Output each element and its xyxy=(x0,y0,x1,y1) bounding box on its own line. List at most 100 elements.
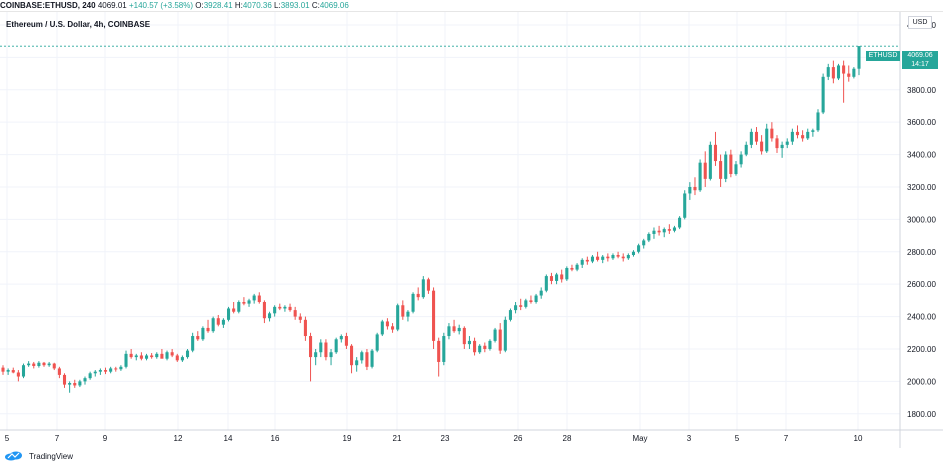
x-tick-label: 9 xyxy=(103,434,108,443)
candle-body xyxy=(78,381,82,386)
candle-body xyxy=(724,154,728,179)
candle-body xyxy=(467,340,471,345)
candle-body xyxy=(385,321,389,327)
candle-body xyxy=(401,305,405,317)
candle-body xyxy=(396,305,400,330)
candle-body xyxy=(652,230,656,234)
candle-body xyxy=(473,340,477,353)
y-tick-label: 3000.00 xyxy=(907,215,936,224)
candle-body xyxy=(462,327,466,345)
candle-body xyxy=(478,345,482,353)
price-tag-countdown: 14:17 xyxy=(902,60,938,69)
candle-body xyxy=(452,326,456,332)
candle-body xyxy=(360,352,364,361)
open-label: O: xyxy=(195,1,204,10)
candle-body xyxy=(175,355,179,361)
candle-body xyxy=(237,302,241,312)
candle-body xyxy=(493,329,497,341)
candle-body xyxy=(32,363,36,367)
candle-body xyxy=(329,352,333,358)
candle-body xyxy=(662,229,666,233)
candle-body xyxy=(298,316,302,320)
candle-body xyxy=(760,141,764,152)
candle-body xyxy=(339,336,343,340)
close-value: 4069.06 xyxy=(319,1,349,10)
candle-body xyxy=(836,65,841,79)
ohlc-header: COINBASE:ETHUSD, 240 4069.01 +140.57 (+3… xyxy=(0,0,943,12)
candle-body xyxy=(508,310,512,320)
low-value: 3893.01 xyxy=(280,1,310,10)
candle-body xyxy=(642,240,646,246)
candle-body xyxy=(283,306,287,309)
candle-body xyxy=(350,345,354,366)
candle-body xyxy=(355,360,359,366)
time-axis: 5 7 9 12 14 16 19 21 23 26 28 May 3 5 7 10 xyxy=(0,429,943,443)
candle-body xyxy=(842,65,846,74)
candle-body xyxy=(693,186,697,191)
candle-body xyxy=(847,73,851,77)
candle-body xyxy=(426,279,430,291)
candle-body xyxy=(365,352,369,367)
candle-body xyxy=(375,334,379,351)
candle-body xyxy=(344,336,348,346)
candle-body xyxy=(406,311,410,317)
candle-body xyxy=(83,378,87,382)
x-tick-label: 7 xyxy=(55,434,60,443)
high-label: H: xyxy=(234,1,243,10)
tradingview-logo[interactable]: TradingView xyxy=(4,451,73,461)
candle-body xyxy=(457,327,461,332)
x-tick-label: 21 xyxy=(393,434,402,443)
candle-body xyxy=(391,326,395,330)
candle-body xyxy=(196,336,200,340)
candle-body xyxy=(749,131,753,145)
candle-body xyxy=(770,128,774,139)
x-tick-label: 12 xyxy=(174,434,183,443)
candle-body xyxy=(734,164,738,175)
candle-body xyxy=(62,374,67,385)
last-price: 4069.01 xyxy=(97,1,127,10)
candle-body xyxy=(309,336,313,358)
candle-body xyxy=(232,308,236,312)
candle-body xyxy=(370,350,374,367)
candle-body xyxy=(596,256,600,260)
brand-name: TradingView xyxy=(29,451,74,461)
candle-body xyxy=(16,372,20,377)
candle-body xyxy=(688,186,692,194)
candle-body xyxy=(519,305,523,307)
candle-body xyxy=(488,340,492,349)
candle-body xyxy=(380,321,384,335)
low-label: L: xyxy=(274,1,281,10)
x-tick-label: 5 xyxy=(735,434,740,443)
candle-body xyxy=(257,295,261,303)
x-tick-label: 28 xyxy=(563,434,572,443)
candle-body xyxy=(765,128,769,152)
y-tick-label: 2600.00 xyxy=(907,280,936,289)
candle-body xyxy=(672,227,677,231)
candle-body xyxy=(483,345,487,349)
chart-grid xyxy=(0,12,900,430)
candle-body xyxy=(801,135,805,139)
candle-body xyxy=(21,365,26,377)
candle-body xyxy=(134,355,138,358)
candle-body xyxy=(719,161,723,179)
candle-body xyxy=(119,366,123,370)
candle-body xyxy=(421,279,425,298)
candle-body xyxy=(529,300,533,303)
y-tick-label: 2000.00 xyxy=(907,377,936,386)
candle-body xyxy=(201,327,205,340)
candle-body xyxy=(144,355,149,359)
candle-body xyxy=(319,342,323,353)
candle-body xyxy=(160,353,164,359)
currency-button[interactable]: USD xyxy=(908,16,932,29)
x-tick-label: 23 xyxy=(441,434,450,443)
candle-body xyxy=(52,363,56,369)
candle-body xyxy=(114,368,118,370)
x-tick-label: 19 xyxy=(343,434,352,443)
chart-legend-title: Ethereum / U.S. Dollar, 4h, COINBASE xyxy=(6,20,151,29)
y-tick-label: 2400.00 xyxy=(907,313,936,322)
candle-body xyxy=(601,256,605,260)
candle-body xyxy=(252,295,256,301)
high-value: 4070.36 xyxy=(242,1,272,10)
price-chart[interactable]: 1800.00 2000.00 2200.00 2400.00 2600.00 2800.… xyxy=(0,12,943,448)
candle-body xyxy=(155,353,159,358)
